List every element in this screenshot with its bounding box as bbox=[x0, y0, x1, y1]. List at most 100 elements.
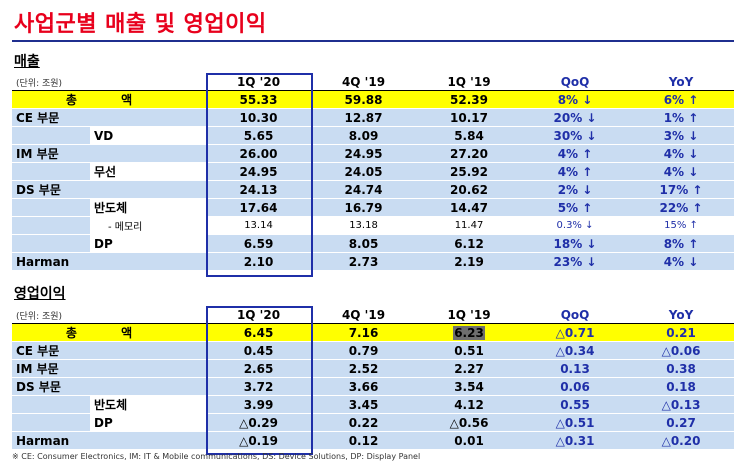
row-label: 무선 bbox=[90, 162, 207, 181]
table-row: Harman 2.10 2.73 2.19 23% ↓ 4% ↓ bbox=[12, 252, 735, 271]
table-cell: 2.52 bbox=[311, 359, 417, 378]
table-cell: △0.29 bbox=[206, 413, 312, 432]
table-cell: 4.12 bbox=[416, 395, 523, 414]
table-row: 총 액 55.33 59.88 52.39 8% ↓ 6% ↑ bbox=[12, 90, 735, 109]
table-cell: 3% ↓ bbox=[628, 126, 735, 145]
row-label: DP bbox=[90, 413, 207, 432]
table-cell: 17% ↑ bbox=[628, 180, 735, 199]
table-cell: 0.06 bbox=[522, 377, 629, 396]
table-row: IM 부문 26.00 24.95 27.20 4% ↑ 4% ↓ bbox=[12, 144, 735, 163]
table-cell: 8.05 bbox=[311, 234, 417, 253]
table-row: VD 5.65 8.09 5.84 30% ↓ 3% ↓ bbox=[12, 126, 735, 145]
table-cell: 2% ↓ bbox=[522, 180, 629, 199]
table-cell: 12.87 bbox=[311, 108, 417, 127]
col-header-1q20: 1Q '20 bbox=[206, 307, 312, 324]
table-cell: △0.13 bbox=[628, 395, 735, 414]
table-cell: 3.72 bbox=[206, 377, 312, 396]
table-cell: △0.51 bbox=[522, 413, 629, 432]
table-cell: 8% ↓ bbox=[522, 90, 629, 109]
table-row: 무선 24.95 24.05 25.92 4% ↑ 4% ↓ bbox=[12, 162, 735, 181]
table-cell: 0.79 bbox=[311, 341, 417, 360]
table-row: CE 부문 0.45 0.79 0.51 △0.34 △0.06 bbox=[12, 341, 735, 360]
col-header-qoq: QoQ bbox=[522, 307, 629, 324]
col-header-1q20: 1Q '20 bbox=[206, 74, 312, 91]
table-cell: 0.21 bbox=[628, 323, 735, 342]
table-cell: 4% ↑ bbox=[522, 144, 629, 163]
table-cell: 20% ↓ bbox=[522, 108, 629, 127]
table-row: 총 액 6.45 7.16 6.23 △0.71 0.21 bbox=[12, 323, 735, 342]
table-cell: 6.45 bbox=[206, 323, 312, 342]
highlighted-value: 6.23 bbox=[453, 325, 485, 340]
table-cell: 5.65 bbox=[206, 126, 312, 145]
table-cell: 5% ↑ bbox=[522, 198, 629, 217]
col-header-4q19: 4Q '19 bbox=[311, 307, 417, 324]
row-label: - 메모리 bbox=[90, 216, 207, 235]
table-cell: 24.74 bbox=[311, 180, 417, 199]
row-label: CE 부문 bbox=[12, 108, 207, 127]
table-cell: △0.20 bbox=[628, 431, 735, 450]
table-row: DP 6.59 8.05 6.12 18% ↓ 8% ↑ bbox=[12, 234, 735, 253]
table-cell: 18% ↓ bbox=[522, 234, 629, 253]
table-row: CE 부문 10.30 12.87 10.17 20% ↓ 1% ↑ bbox=[12, 108, 735, 127]
table-row: DS 부문 24.13 24.74 20.62 2% ↓ 17% ↑ bbox=[12, 180, 735, 199]
table-cell: 10.17 bbox=[416, 108, 523, 127]
table-cell: 14.47 bbox=[416, 198, 523, 217]
table-cell: 3.99 bbox=[206, 395, 312, 414]
col-header-4q19: 4Q '19 bbox=[311, 74, 417, 91]
table-cell: △0.34 bbox=[522, 341, 629, 360]
table-row: DP △0.29 0.22 △0.56 △0.51 0.27 bbox=[12, 413, 735, 432]
table-cell: 0.55 bbox=[522, 395, 629, 414]
table-row: 반도체 3.99 3.45 4.12 0.55 △0.13 bbox=[12, 395, 735, 414]
table-cell: 24.95 bbox=[206, 162, 312, 181]
table-cell: 8% ↑ bbox=[628, 234, 735, 253]
table-cell: 2.65 bbox=[206, 359, 312, 378]
table-cell: 3.66 bbox=[311, 377, 417, 396]
footnote: ※ CE: Consumer Electronics, IM: IT & Mob… bbox=[12, 452, 421, 461]
col-header-yoy: YoY bbox=[628, 307, 735, 324]
row-label: IM 부문 bbox=[12, 359, 207, 378]
row-label: CE 부문 bbox=[12, 341, 207, 360]
table-cell: 0.22 bbox=[311, 413, 417, 432]
table-cell: 59.88 bbox=[311, 90, 417, 109]
table-cell: 15% ↑ bbox=[628, 216, 735, 235]
table-cell: △0.06 bbox=[628, 341, 735, 360]
table-cell: △0.56 bbox=[416, 413, 523, 432]
table-cell: 6.12 bbox=[416, 234, 523, 253]
table-row: 반도체 17.64 16.79 14.47 5% ↑ 22% ↑ bbox=[12, 198, 735, 217]
row-label: Harman bbox=[12, 252, 207, 271]
op-section-title: 영업이익 bbox=[14, 286, 66, 302]
table-cell: 4% ↓ bbox=[628, 162, 735, 181]
table-cell: 26.00 bbox=[206, 144, 312, 163]
table-cell: 0.12 bbox=[311, 431, 417, 450]
table-row: Harman △0.19 0.12 0.01 △0.31 △0.20 bbox=[12, 431, 735, 450]
table-cell: 0.45 bbox=[206, 341, 312, 360]
table-cell: 8.09 bbox=[311, 126, 417, 145]
table-cell: 20.62 bbox=[416, 180, 523, 199]
row-label: DP bbox=[90, 234, 207, 253]
table-cell: 22% ↑ bbox=[628, 198, 735, 217]
table-cell: △0.31 bbox=[522, 431, 629, 450]
row-label: 반도체 bbox=[90, 395, 207, 414]
table-cell: 25.92 bbox=[416, 162, 523, 181]
table-cell: 0.51 bbox=[416, 341, 523, 360]
table-cell: 4% ↓ bbox=[628, 252, 735, 271]
table-cell: 1% ↑ bbox=[628, 108, 735, 127]
table-cell: 6% ↑ bbox=[628, 90, 735, 109]
sales-table: (단위: 조원) 1Q '20 4Q '19 1Q '19 QoQ YoY 총 … bbox=[12, 74, 735, 271]
table-cell: 24.13 bbox=[206, 180, 312, 199]
row-label: DS 부문 bbox=[12, 180, 207, 199]
table-cell: 30% ↓ bbox=[522, 126, 629, 145]
table-cell: 55.33 bbox=[206, 90, 312, 109]
op-table: (단위: 조원) 1Q '20 4Q '19 1Q '19 QoQ YoY 총 … bbox=[12, 307, 735, 450]
col-header-qoq: QoQ bbox=[522, 74, 629, 91]
table-cell: 27.20 bbox=[416, 144, 523, 163]
table-cell: △0.71 bbox=[522, 323, 629, 342]
row-label: Harman bbox=[12, 431, 207, 450]
table-cell: 13.18 bbox=[311, 216, 417, 235]
sales-header-row: (단위: 조원) 1Q '20 4Q '19 1Q '19 QoQ YoY bbox=[12, 74, 735, 91]
col-header-yoy: YoY bbox=[628, 74, 735, 91]
table-cell: 2.10 bbox=[206, 252, 312, 271]
table-cell: 0.38 bbox=[628, 359, 735, 378]
table-cell: 0.3% ↓ bbox=[522, 216, 629, 235]
table-cell: 5.84 bbox=[416, 126, 523, 145]
